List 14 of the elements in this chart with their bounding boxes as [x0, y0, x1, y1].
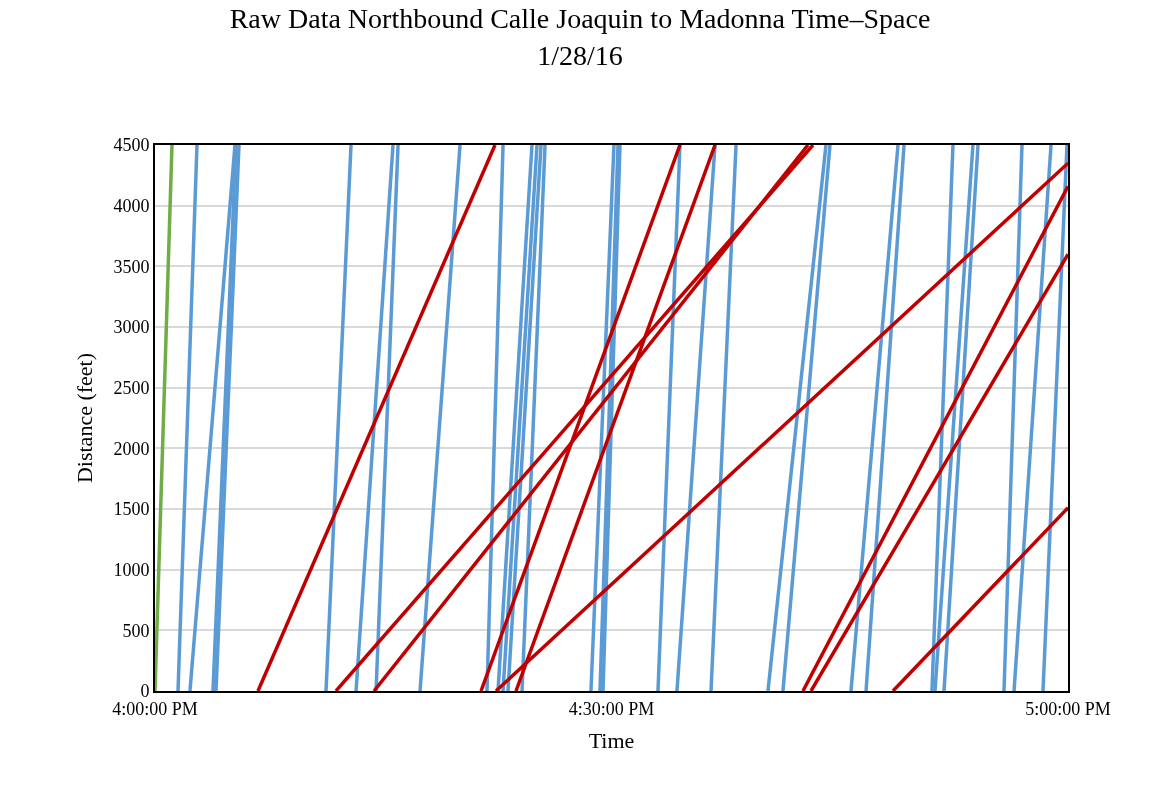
- y-tick-label: 2500: [113, 377, 150, 398]
- y-tick-label: 500: [122, 620, 150, 641]
- y-tick-label: 1500: [113, 499, 150, 520]
- y-axis-title: Distance (feet): [71, 352, 97, 484]
- y-tick-label: 4500: [113, 135, 150, 156]
- x-tick-label: 5:00:00 PM: [1025, 698, 1111, 719]
- x-axis-title: Time: [588, 728, 635, 753]
- y-tick-label: 1000: [113, 559, 150, 580]
- y-tick-label: 4000: [113, 195, 150, 216]
- y-tick-label: 3500: [113, 256, 150, 277]
- y-tick-label: 2000: [113, 438, 150, 459]
- chart-title: Raw Data Northbound Calle Joaquin to Madonna Time–Space 1/28/16: [229, 3, 931, 71]
- x-tick-label: 4:30:00 PM: [568, 698, 655, 719]
- y-tick-label: 3000: [113, 317, 150, 338]
